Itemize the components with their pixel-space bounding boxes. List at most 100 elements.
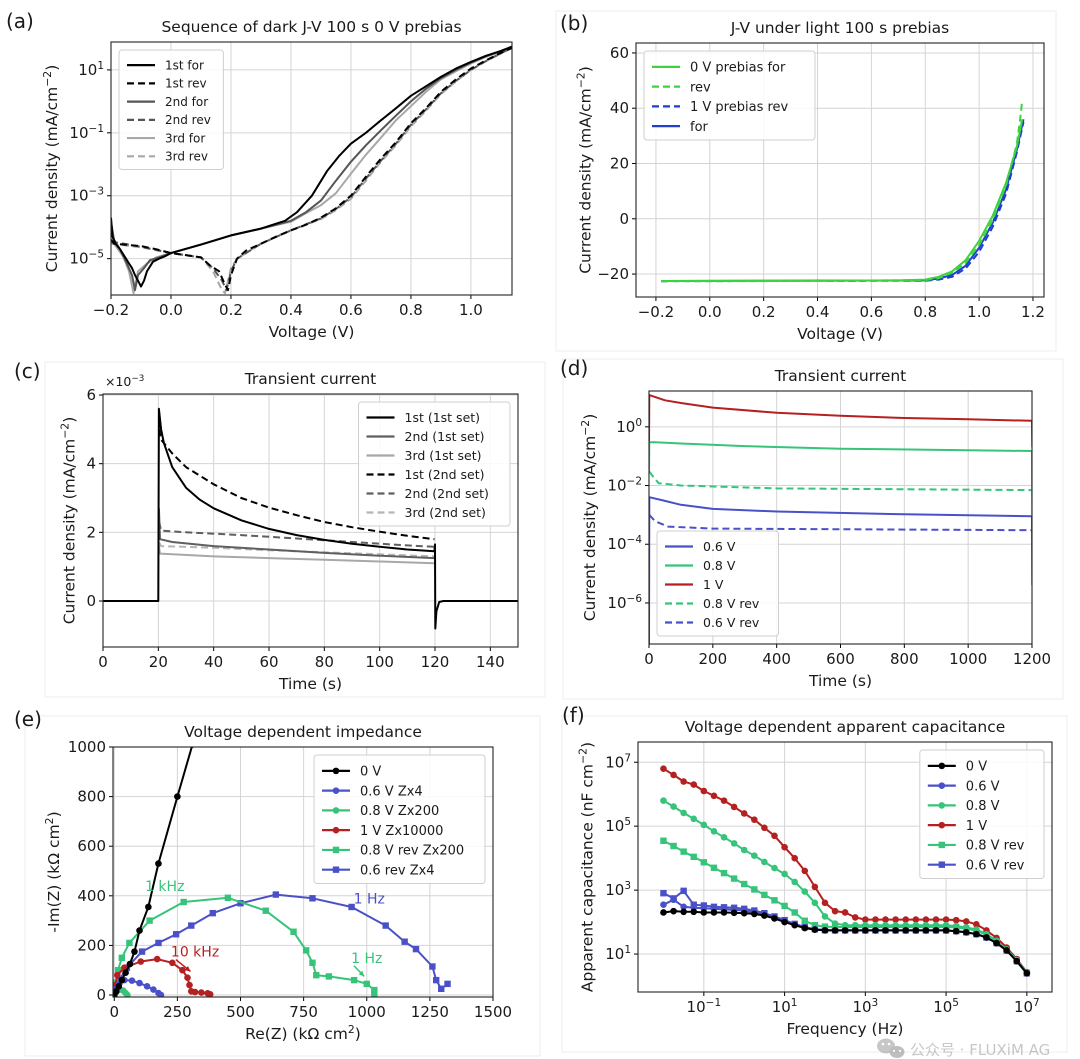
y-tick-label: 2	[86, 523, 96, 541]
x-tick-label: 400	[762, 650, 791, 668]
x-tick-label: 0.4	[279, 301, 303, 319]
data-point-circle	[962, 924, 970, 931]
legend-marker	[938, 762, 946, 770]
data-point-circle	[912, 927, 920, 934]
data-point-circle	[150, 986, 157, 993]
x-tick-label: 0.6	[339, 301, 363, 319]
data-point-circle	[801, 867, 809, 875]
legend-marker	[332, 826, 340, 834]
legend-entry: 0 V	[322, 765, 381, 780]
panel-frame-b	[555, 10, 1057, 352]
data-point-circle	[771, 832, 778, 840]
axes-frame	[637, 741, 1053, 993]
y-tick-label: 10^{−5}	[69, 249, 104, 268]
x-tick-label: 0	[98, 653, 108, 671]
legend-label: 1 V Zx10000	[360, 824, 443, 839]
y-axis-label: Current density (mA/cm^{−2})	[574, 66, 595, 274]
data-point-square	[348, 903, 355, 911]
x-tick-label: 0.0	[159, 301, 183, 319]
plot-area	[111, 45, 512, 295]
legend-label: 3rd for	[165, 131, 205, 145]
data-point-circle	[690, 815, 698, 823]
y-axis-label: Current density (mA/cm^{−2})	[41, 65, 62, 273]
axes-ticks: 0 250 500 750 1000 1250 1500 0 200 400 600 800 1000	[68, 738, 512, 1021]
series-1-v	[660, 765, 1031, 976]
data-point-circle	[751, 816, 758, 823]
data-point-square	[382, 922, 389, 929]
x-tick-label: 0	[644, 650, 654, 668]
data-point-circle	[791, 854, 799, 862]
data-point-square	[761, 891, 768, 899]
data-point-circle	[962, 928, 970, 936]
y-tick-label: 0	[619, 210, 629, 228]
data-point-circle	[153, 955, 161, 963]
legend-marker	[938, 782, 946, 789]
x-tick-label: 1250	[411, 1003, 449, 1021]
axes-frame	[110, 41, 513, 296]
axes-frame	[648, 390, 1033, 645]
legend-entry: 2nd for	[127, 95, 208, 109]
legend-label: 1st for	[165, 58, 204, 72]
x-tick-label: 10^{5}	[933, 997, 959, 1016]
y-tick-label: 6	[86, 386, 96, 404]
chart-title: Voltage dependent impedance	[184, 723, 422, 741]
legend-label: 1st (2nd set)	[405, 467, 485, 482]
legend-entry: 2nd (2nd set)	[366, 486, 489, 501]
y-tick-label: 1000	[68, 738, 106, 756]
annotation-label: 1 Hz	[354, 891, 385, 907]
charts: (a) Sequence of dark J-V 100 s 0 V prebia…	[6, 9, 1053, 1043]
x-tick-label: 0.4	[806, 303, 830, 321]
data-point-circle	[973, 930, 980, 938]
data-point-square	[401, 938, 408, 945]
data-point-circle	[902, 916, 910, 923]
y-tick-label: 10^{7}	[605, 752, 631, 771]
data-point-square	[371, 986, 378, 994]
legend-label: 2nd (2nd set)	[405, 486, 489, 501]
data-point-circle	[690, 908, 698, 916]
series-0-6-v-rev	[649, 514, 1032, 532]
y-tick-label: 200	[77, 936, 106, 954]
data-point-circle	[942, 921, 950, 929]
x-tick-label: 800	[890, 650, 919, 668]
y-tick-label: 10^{3}	[605, 880, 631, 899]
data-point-circle	[811, 926, 819, 933]
data-point-circle	[680, 809, 687, 817]
data-point-circle	[690, 781, 698, 788]
x-tick-label: 140	[476, 653, 505, 671]
x-tick-label: 0.2	[219, 301, 243, 319]
data-point-square	[309, 895, 316, 902]
chart-panel-c: (c) Transient current 0 20 40 60 80 100 120 140 0 2…	[14, 359, 519, 693]
data-point-square	[114, 967, 122, 974]
data-point-square	[680, 887, 687, 895]
grid	[636, 43, 1044, 297]
data-point-circle	[680, 903, 687, 911]
chart-title: J-V under light 100 s prebias	[730, 19, 949, 37]
axes-ticks: 0 20 40 60 80 100 120 140 0 2 4 6	[86, 386, 504, 671]
series-1st-1st-set-	[103, 407, 518, 630]
legend-label: 2nd (1st set)	[405, 429, 485, 444]
data-point-square	[180, 898, 187, 906]
data-point-square	[831, 923, 839, 931]
series-line	[663, 910, 1028, 974]
axes-frame	[635, 42, 1045, 298]
chart-title: Sequence of dark J-V 100 s 0 V prebias	[161, 18, 461, 36]
legend-marker	[332, 767, 340, 775]
legend-label: 0.8 V rev	[703, 596, 760, 611]
data-point-circle	[700, 909, 708, 916]
data-point-square	[290, 928, 297, 935]
chart-panel-f: (f) Voltage dependent apparent capacitanc…	[562, 703, 1053, 1038]
legend: 0 V 0.6 V 0.8 V 1 V 0.8 V rev 0.6 V rev	[919, 749, 1045, 880]
data-point-square	[371, 990, 378, 997]
x-tick-label: 10^{7}	[1014, 997, 1040, 1016]
y-axis-label: -Im(Z) (kΩ cm^{2})	[43, 811, 64, 932]
series-2nd-1st-set-	[157, 508, 435, 560]
legend-entry: rev	[652, 80, 711, 95]
legend-label: 0.6 V rev	[703, 615, 760, 630]
data-point-square	[209, 909, 216, 917]
x-axis-label: Voltage (V)	[269, 323, 355, 341]
x-tick-label: 200	[699, 650, 728, 668]
legend-entry: 0.8 V Zx200	[322, 804, 439, 819]
legend-box	[118, 49, 224, 170]
data-point-circle	[952, 916, 960, 924]
x-tick-label: 100	[365, 653, 394, 671]
